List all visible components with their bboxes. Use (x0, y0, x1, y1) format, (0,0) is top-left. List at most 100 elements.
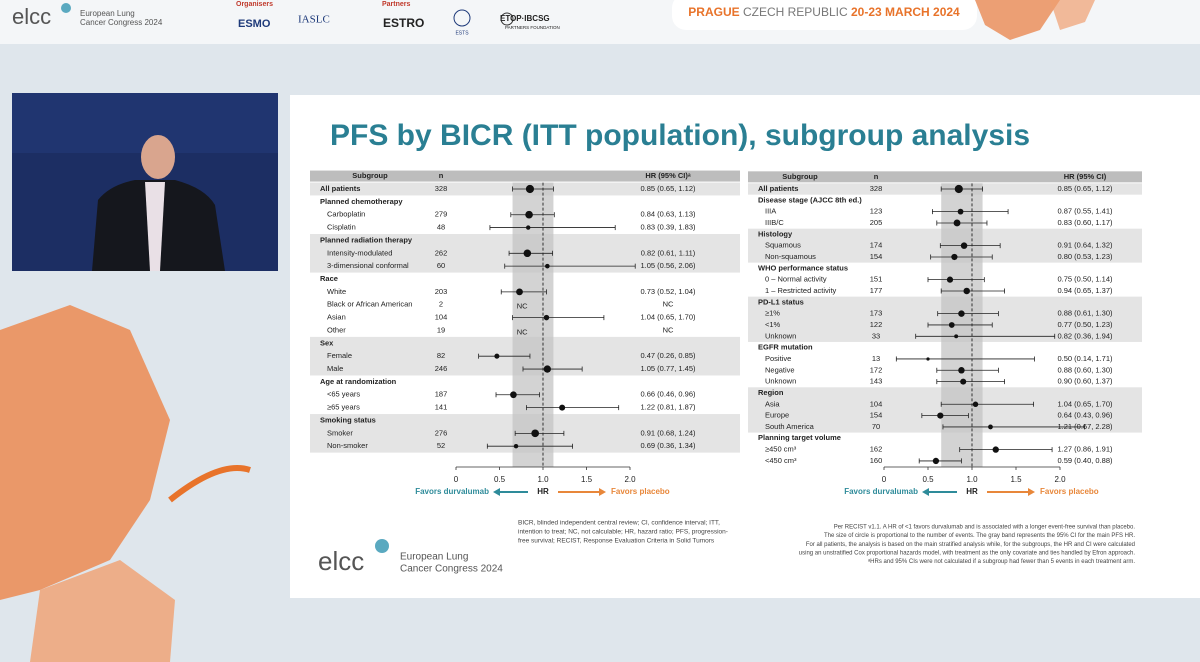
n-value: 246 (435, 364, 448, 373)
hr-label: 0.83 (0.60, 1.17) (1057, 218, 1113, 227)
hr-label: 1.04 (0.65, 1.70) (1057, 399, 1113, 408)
ci-band (512, 182, 554, 467)
group-label: Sex (320, 338, 334, 347)
hr-label: NC (663, 325, 674, 334)
hr-label: 0.66 (0.46, 0.96) (640, 390, 696, 399)
n-value: 104 (870, 399, 883, 408)
subgroup-label: 1 – Restricted activity (765, 286, 837, 295)
hr-point (946, 276, 954, 283)
speaker-head (141, 135, 175, 179)
venue-banner (672, 0, 977, 30)
butterfly-antenna (168, 465, 251, 503)
hr-label: 0.91 (0.68, 1.24) (640, 428, 696, 437)
n-value: 70 (872, 422, 880, 431)
venue-city: PRAGUE (688, 5, 739, 19)
n-value: 122 (870, 320, 883, 329)
hr-label: 0.83 (0.39, 1.83) (640, 223, 696, 232)
hr-label: 0.82 (0.36, 1.94) (1057, 331, 1113, 340)
hr-point (988, 424, 993, 430)
subgroup-label: Asia (765, 399, 780, 408)
partner-sub: PARTNERS FOUNDATION (505, 25, 560, 30)
arrow-head (493, 488, 500, 496)
hr-point (494, 353, 500, 359)
group-label: WHO performance status (758, 263, 848, 272)
n-value: 279 (435, 210, 448, 219)
n-value: 151 (870, 275, 883, 284)
hr-label: 0.77 (0.50, 1.23) (1057, 320, 1113, 329)
n-value: 19 (437, 325, 445, 334)
logo-mark (61, 3, 71, 13)
subgroup-label: All patients (320, 184, 360, 193)
hr-label: 0.88 (0.60, 1.30) (1057, 365, 1113, 374)
hr-point (958, 367, 965, 374)
favors-right: Favors placebo (611, 487, 670, 496)
hr-point (523, 249, 532, 258)
hr-point (958, 310, 965, 317)
subgroup-label: Europe (765, 411, 789, 420)
subgroup-label: Carboplatin (327, 210, 365, 219)
note-line: Per RECIST v1.1. A HR of <1 favors durva… (834, 525, 1136, 531)
hr-label: 0.59 (0.40, 0.88) (1057, 456, 1113, 465)
n-value: 2 (439, 300, 443, 309)
subgroup-label: IIIA (765, 207, 776, 216)
nc-label: NC (517, 302, 528, 311)
speaker-shirt (145, 182, 165, 271)
subgroup-label: ≥1% (765, 309, 780, 318)
subgroup-label: Female (327, 351, 352, 360)
n-value: 13 (872, 354, 880, 363)
x-tick-label: 0.5 (494, 475, 506, 484)
hr-label: 1.05 (0.77, 1.45) (640, 364, 696, 373)
group-label: PD-L1 status (758, 297, 804, 306)
hr-label: 1.27 (0.86, 1.91) (1057, 445, 1113, 454)
group-label: Smoking status (320, 415, 376, 424)
hr-point (937, 412, 944, 419)
group-label: Planning target volume (758, 433, 841, 442)
abbreviation-line: free survival; RECIST, Response Evaluati… (518, 538, 715, 545)
hr-point (525, 210, 533, 219)
group-label: Planned radiation therapy (320, 235, 413, 244)
n-value: 162 (870, 445, 883, 454)
logo-mark (375, 539, 389, 553)
n-value: 160 (870, 456, 883, 465)
group-label: Disease stage (AJCC 8th ed.) (758, 195, 862, 204)
abbreviation-line: BICR, blinded independent central review… (518, 520, 720, 527)
table-header (748, 171, 1142, 183)
group-label: Histology (758, 229, 793, 238)
venue: PRAGUE CZECH REPUBLIC 20-23 MARCH 2024 (688, 5, 960, 19)
hr-label: NC (663, 300, 674, 309)
subgroup-label: Intensity-modulated (327, 248, 392, 257)
hr-point (992, 446, 999, 453)
n-value: 276 (435, 428, 448, 437)
hr-label: 1.21 (0.67, 2.28) (1057, 422, 1113, 431)
hr-point (953, 219, 961, 227)
hr-point (972, 401, 979, 408)
group-label: Region (758, 388, 784, 397)
subgroup-label: Black or African American (327, 300, 412, 309)
organisers-label: Organisers (236, 1, 273, 8)
subgroup-label: Negative (765, 365, 795, 374)
subgroup-label: Unknown (765, 377, 796, 386)
n-value: 172 (870, 365, 883, 374)
n-value: 33 (872, 331, 880, 340)
hr-label: 0.88 (0.61, 1.30) (1057, 309, 1113, 318)
x-tick-label: 2.0 (1054, 475, 1066, 484)
venue-country: CZECH REPUBLIC (743, 5, 848, 19)
footer-logo: elcc (318, 546, 364, 576)
hr-label: 0.75 (0.50, 1.14) (1057, 275, 1113, 284)
header-congress: European Lung (80, 9, 135, 18)
subgroup-label: Other (327, 325, 346, 334)
x-tick-label: 1.0 (537, 475, 549, 484)
hr-point (963, 287, 970, 295)
n-value: 52 (437, 441, 445, 450)
subgroup-label: Positive (765, 354, 791, 363)
subgroup-label: <1% (765, 320, 781, 329)
n-value: 154 (870, 252, 883, 261)
note-line: The size of circle is proportional to th… (824, 533, 1135, 539)
hr-point (513, 443, 519, 449)
n-value: 187 (435, 390, 448, 399)
hr-point (960, 242, 968, 249)
arrow-head (1028, 488, 1035, 496)
forest-plots: Subgroup n HR (95% CI)ᵃ 0 0.5 1.0 1.5 2.0 HR Favo… (310, 170, 1142, 496)
hr-label: 0.64 (0.43, 0.96) (1057, 411, 1113, 420)
